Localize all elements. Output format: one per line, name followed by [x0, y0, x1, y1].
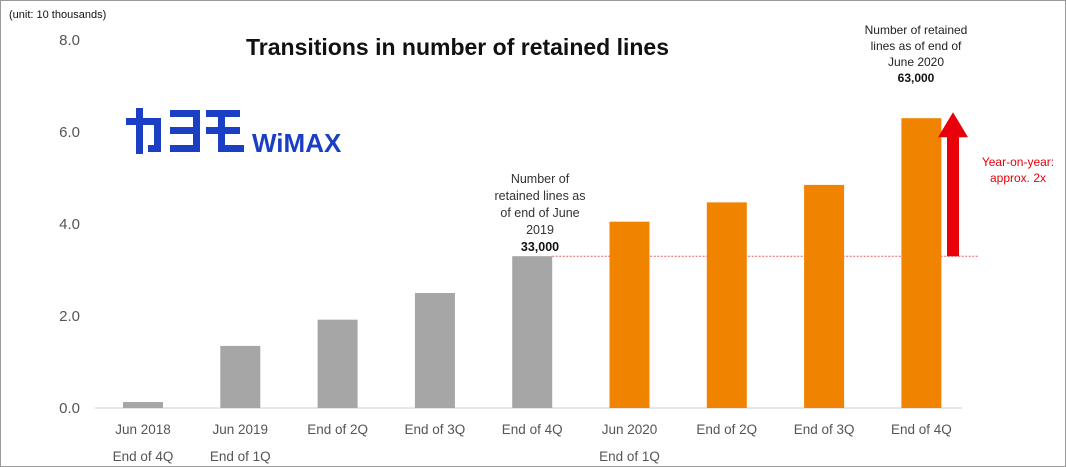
y-tick-label: 6.0 [59, 124, 80, 141]
bar [901, 118, 942, 408]
x-tick-label: End of 3Q [405, 422, 466, 437]
bar [706, 202, 747, 408]
logo-latin-text: WiMAX [252, 128, 342, 158]
annotation-2019-value: 33,000 [520, 240, 560, 254]
bar [220, 345, 261, 408]
arrow-shaft [947, 136, 959, 257]
annotation-2019-line-4: 2019 [526, 223, 554, 237]
yoy-line-1: Year-on-year: [981, 155, 1055, 169]
x-tick-label: Jun 2019 [213, 422, 269, 437]
kashimo-wimax-logo: WiMAX [126, 108, 342, 158]
bar [609, 221, 650, 408]
yoy-annotation: Year-on-year: approx. 2x [968, 154, 1066, 186]
annotation-2020-line-2: lines as of end of [870, 39, 962, 53]
arrow-head [938, 112, 968, 138]
chart-title: Transitions in number of retained lines [246, 34, 670, 60]
up-arrow-icon [938, 112, 968, 257]
annotation-2019-line-1: Number of [510, 172, 570, 186]
y-tick-label: 4.0 [59, 216, 80, 233]
unit-label: (unit: 10 thousands) [9, 9, 107, 21]
bar [414, 293, 455, 408]
y-tick-label: 2.0 [59, 308, 80, 325]
bar [512, 256, 553, 408]
bar [123, 402, 163, 408]
annotation-2020-value: 63,000 [897, 71, 935, 85]
x-tick-label: End of 4Q [891, 422, 952, 437]
x-tick-sublabel: End of 1Q [599, 449, 660, 464]
annotation-2020: Number of retained lines as of end of Ju… [860, 22, 972, 86]
y-tick-label: 0.0 [59, 400, 80, 417]
x-tick-sublabel: End of 1Q [210, 449, 271, 464]
x-tick-label: Jun 2020 [602, 422, 658, 437]
x-tick-label: End of 2Q [696, 422, 757, 437]
bar [804, 184, 845, 408]
x-tick-label: End of 4Q [502, 422, 563, 437]
bar [317, 319, 358, 408]
x-tick-sublabel: End of 4Q [113, 449, 174, 464]
x-tick-label: Jun 2018 [115, 422, 171, 437]
x-tick-label: End of 3Q [794, 422, 855, 437]
annotation-2019-line-2: retained lines as [494, 189, 586, 203]
x-tick-label: End of 2Q [307, 422, 368, 437]
annotation-2020-line-1: Number of retained [864, 23, 968, 37]
annotation-2020-line-3: June 2020 [887, 55, 945, 69]
annotation-2019: Number of retained lines as of end of Ju… [470, 171, 610, 256]
annotation-2019-line-3: of end of June [500, 206, 580, 220]
yoy-line-2: approx. 2x [989, 171, 1047, 185]
y-tick-label: 8.0 [59, 32, 80, 49]
